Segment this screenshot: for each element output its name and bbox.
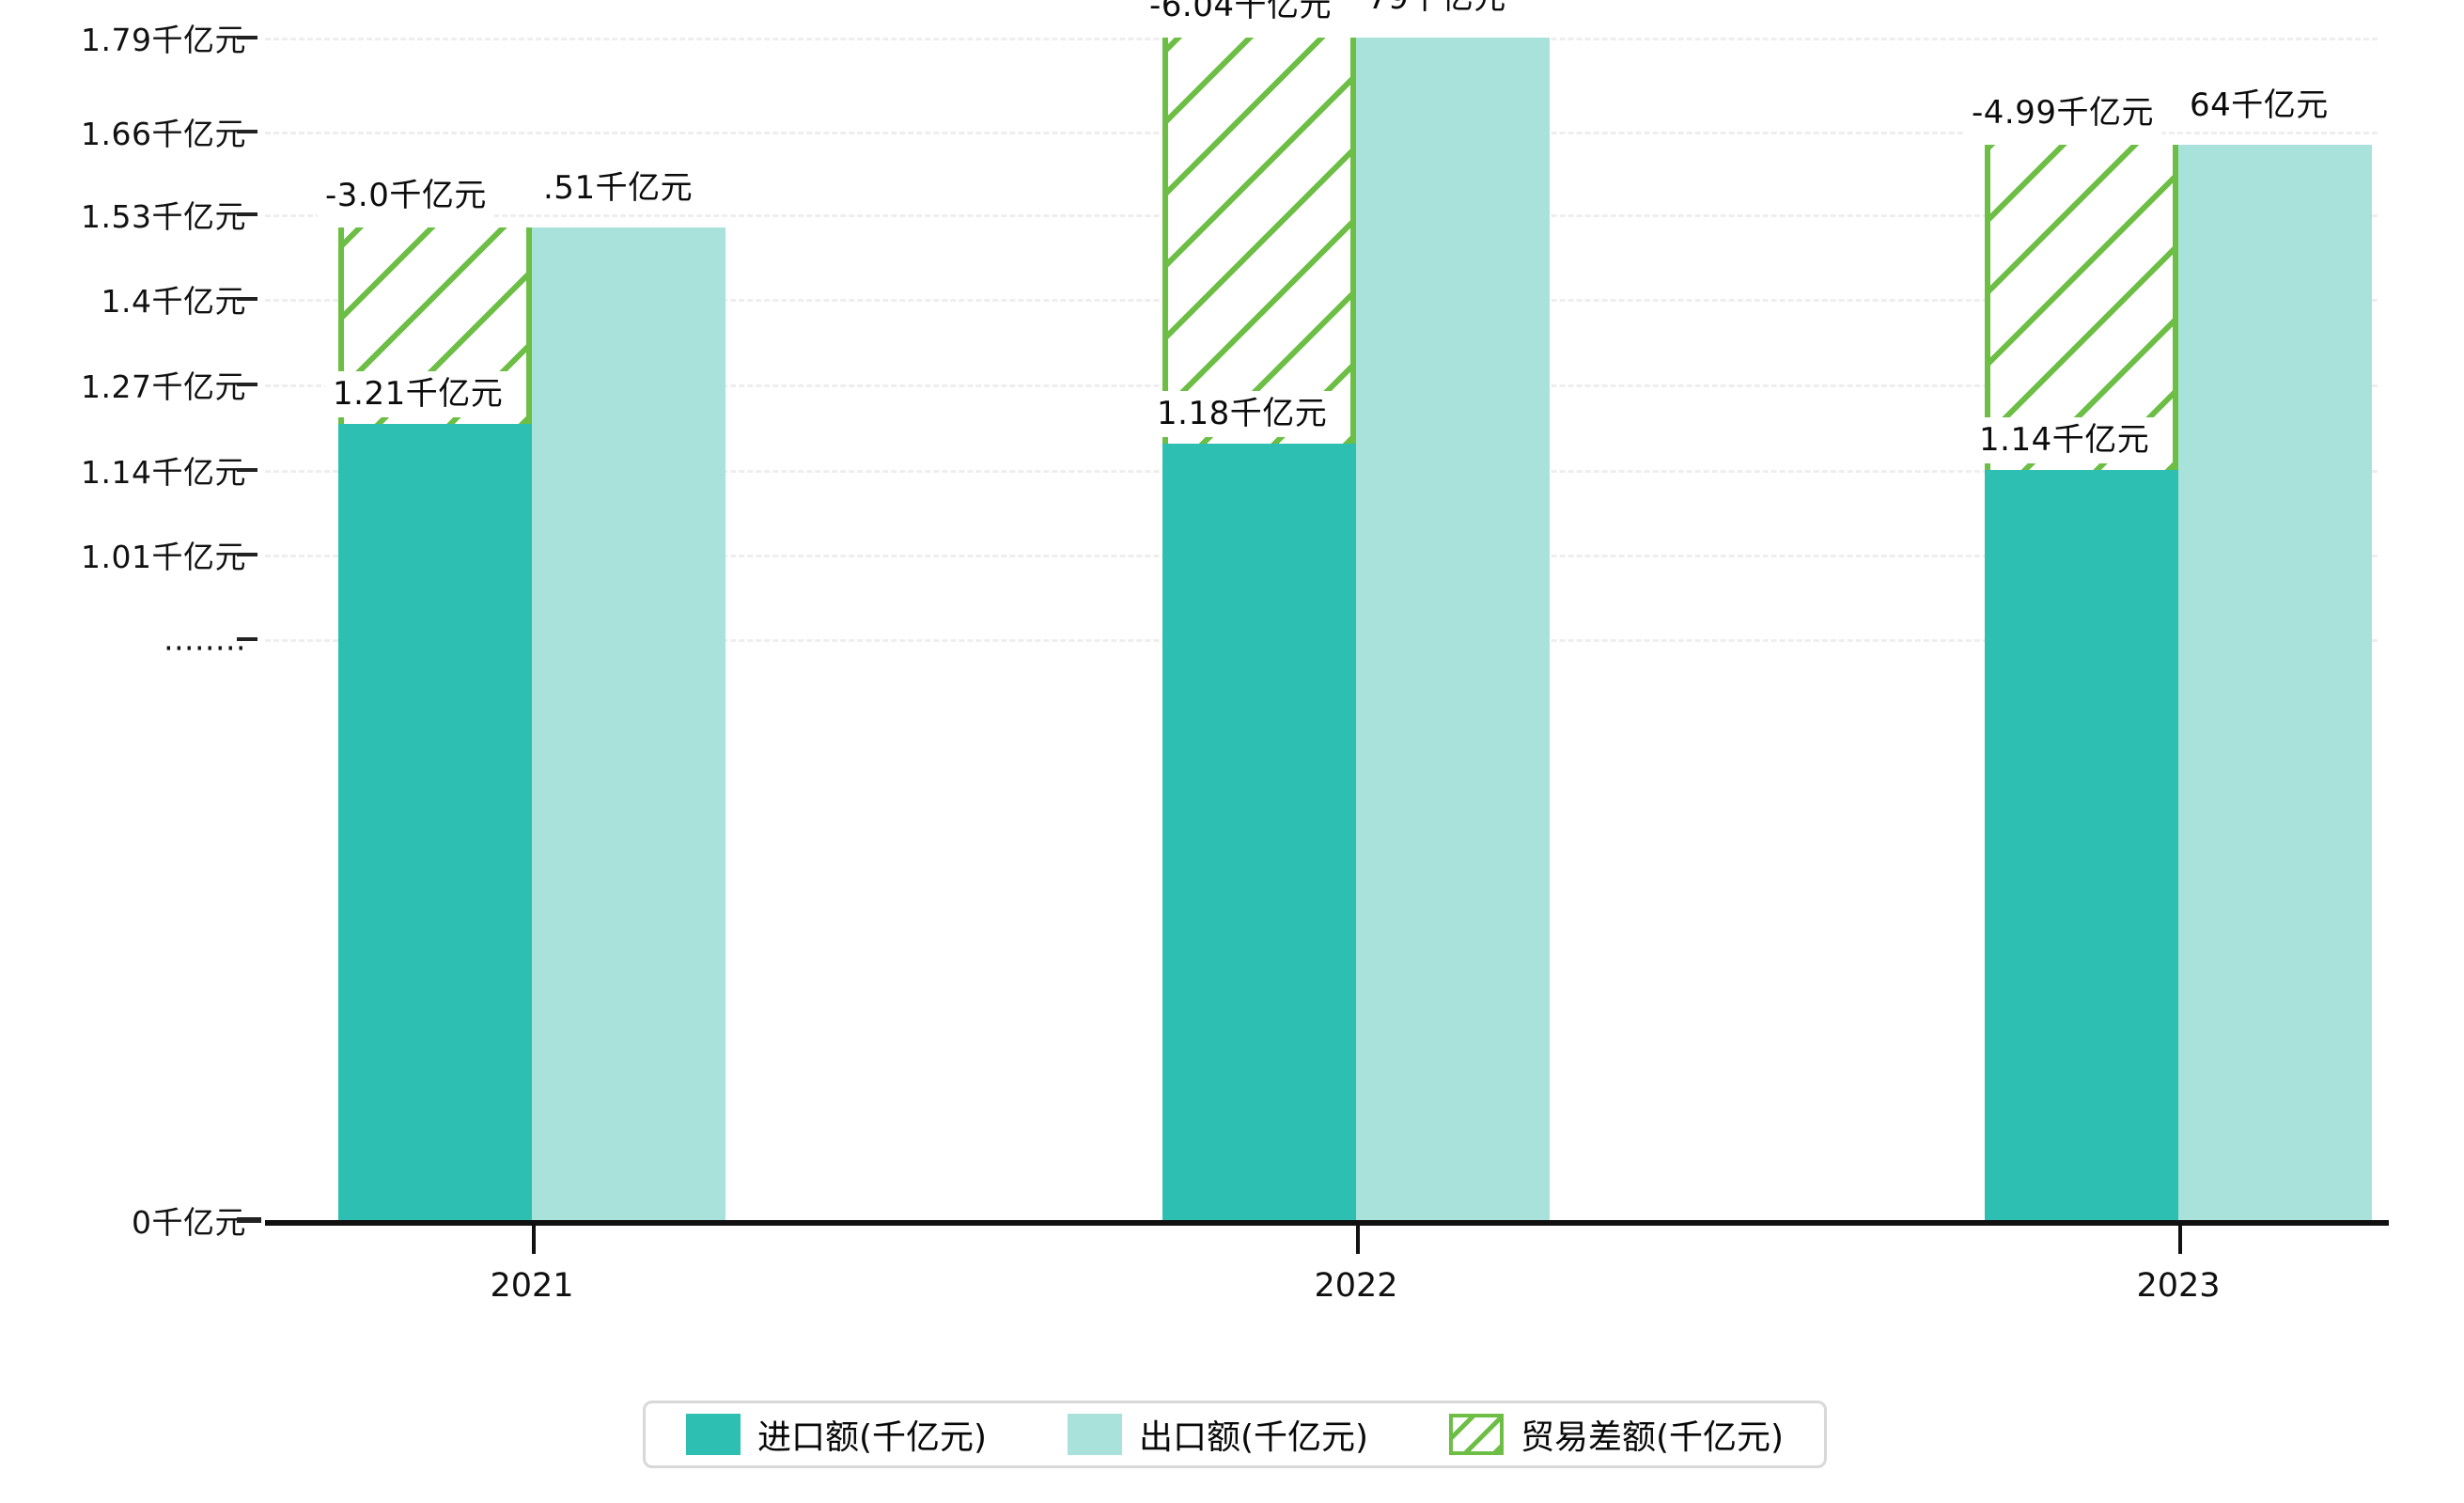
y-axis-tick-label: 1.27千亿元 — [81, 368, 246, 405]
y-axis-tick-mark — [237, 297, 257, 301]
value-label-balance-2021: -3.0千亿元 — [318, 172, 494, 219]
y-axis-tick-label: 1.14千亿元 — [81, 454, 246, 491]
y-axis-tick-label: 1.66千亿元 — [81, 116, 246, 152]
y-axis-tick-mark — [237, 553, 257, 556]
value-label-export-2022: 79千亿元 — [1360, 0, 1514, 22]
y-axis-tick-mark — [237, 383, 257, 386]
y-axis-tick-label: 0千亿元 — [132, 1204, 246, 1241]
value-label-balance-2023: -4.99千亿元 — [1964, 89, 2161, 136]
legend-label-export: 出口额(千亿元) — [1138, 1418, 1369, 1457]
y-axis-tick-label: 1.4千亿元 — [101, 283, 246, 320]
y-axis-tick-mark — [237, 468, 257, 472]
y-axis-tick-mark — [237, 637, 257, 641]
value-label-import-2022: 1.18千亿元 — [1149, 391, 1335, 437]
bar-balance-2023[interactable] — [1985, 144, 2178, 470]
legend-label-balance: 贸易差额(千亿元) — [1520, 1418, 1785, 1457]
bar-import-2021[interactable] — [338, 424, 532, 1220]
value-label-import-2021: 1.21千亿元 — [325, 371, 511, 417]
bar-import-2022[interactable] — [1162, 444, 1356, 1220]
y-axis-tick-mark — [237, 1217, 261, 1223]
bar-export-2022[interactable] — [1356, 38, 1550, 1220]
plot-area: -3.0千亿元 .51千亿元 1.21千亿元 -6.04千亿元 79千亿元 1.18千亿元… — [265, 0, 2378, 1222]
bar-balance-2022[interactable] — [1162, 38, 1356, 444]
legend-item-balance[interactable]: 贸易差额(千亿元) — [1448, 1410, 1785, 1459]
legend-item-export[interactable]: 出口额(千亿元) — [1067, 1410, 1369, 1459]
bar-import-2023[interactable] — [1985, 470, 2178, 1220]
y-axis-tick-mark — [237, 130, 257, 133]
legend: 进口额(千亿元) 出口额(千亿元) 贸易差额(千亿元) — [643, 1401, 1827, 1468]
bar-export-2021[interactable] — [532, 227, 725, 1220]
value-label-export-2021: .51千亿元 — [543, 168, 694, 207]
x-axis-line — [265, 1220, 2389, 1226]
x-axis-tick-mark — [1356, 1226, 1360, 1254]
x-axis-tick-mark — [532, 1226, 536, 1254]
value-label-export-2023: 64千亿元 — [2190, 86, 2329, 124]
y-axis-tick-label: 1.53千亿元 — [81, 198, 246, 235]
x-axis-tick-label-2023: 2023 — [2136, 1267, 2221, 1305]
value-label-balance-2022: -6.04千亿元 — [1142, 0, 1339, 29]
y-axis-tick-mark — [237, 212, 257, 216]
bar-export-2023[interactable] — [2178, 144, 2372, 1220]
legend-item-import[interactable]: 进口额(千亿元) — [685, 1410, 988, 1459]
y-axis-tick-label: ........ — [164, 620, 246, 658]
y-axis-tick-label: 1.79千亿元 — [81, 22, 246, 58]
legend-label-import: 进口额(千亿元) — [756, 1418, 988, 1457]
balance-hatch-swatch-icon — [1448, 1414, 1504, 1455]
export-swatch-icon — [1067, 1414, 1122, 1455]
y-axis-tick-mark — [237, 36, 257, 39]
import-swatch-icon — [685, 1414, 741, 1455]
x-axis-tick-mark — [2178, 1226, 2182, 1254]
value-label-import-2023: 1.14千亿元 — [1972, 417, 2158, 463]
x-axis-tick-label-2021: 2021 — [490, 1267, 574, 1305]
x-axis-tick-label-2022: 2022 — [1314, 1267, 1398, 1305]
y-axis-tick-label: 1.01千亿元 — [81, 539, 246, 575]
